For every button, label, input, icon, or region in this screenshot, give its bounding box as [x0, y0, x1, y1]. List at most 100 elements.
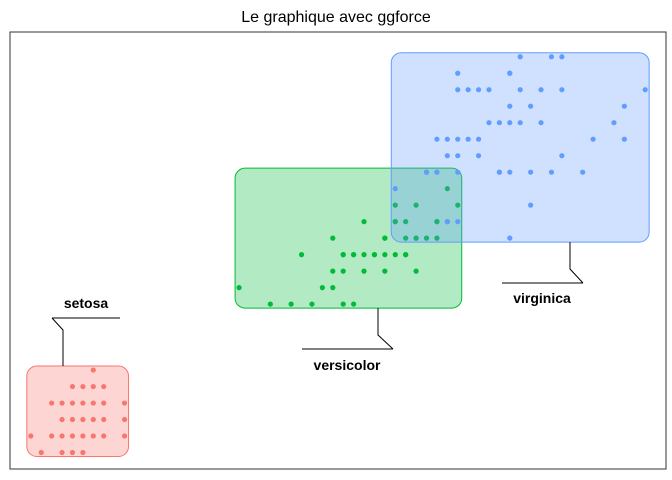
- data-point-setosa: [69, 400, 76, 406]
- groups-layer: setosa versicolor virginica: [26, 52, 650, 458]
- data-point-setosa: [80, 449, 86, 456]
- data-point-virginica: [507, 103, 513, 109]
- data-point-setosa: [28, 433, 34, 439]
- data-point-versicolor: [236, 285, 242, 291]
- group-enclosure-setosa: [26, 365, 130, 458]
- label-connector-versicolor: [377, 308, 394, 350]
- data-point-versicolor: [288, 301, 294, 307]
- data-point-virginica: [455, 136, 461, 142]
- data-point-virginica: [517, 87, 523, 93]
- data-point-virginica: [434, 169, 440, 175]
- data-point-setosa: [121, 433, 128, 439]
- plot-panel: [9, 31, 667, 470]
- data-point-versicolor: [403, 235, 409, 241]
- group-setosa: setosa: [26, 295, 130, 458]
- data-point-virginica: [455, 169, 461, 175]
- data-point-virginica: [496, 169, 502, 175]
- group-enclosure-versicolor: [234, 167, 463, 309]
- data-point-setosa: [69, 383, 76, 390]
- data-point-virginica: [621, 136, 627, 142]
- data-point-versicolor: [382, 252, 388, 258]
- data-point-versicolor: [382, 235, 388, 241]
- data-point-setosa: [80, 383, 86, 390]
- data-point-setosa: [69, 433, 76, 439]
- data-point-virginica: [621, 103, 627, 109]
- data-point-virginica: [455, 87, 461, 93]
- data-point-virginica: [465, 87, 471, 93]
- data-point-virginica: [486, 120, 492, 126]
- data-point-virginica: [548, 54, 555, 60]
- data-point-versicolor: [413, 202, 419, 208]
- data-point-setosa: [101, 383, 107, 390]
- data-point-virginica: [475, 153, 482, 159]
- data-point-versicolor: [319, 285, 325, 291]
- group-label-setosa: setosa: [64, 295, 109, 311]
- data-point-virginica: [538, 120, 544, 126]
- data-point-virginica: [548, 169, 555, 175]
- data-point-virginica: [423, 169, 430, 175]
- data-point-versicolor: [340, 252, 346, 258]
- data-point-virginica: [528, 169, 534, 175]
- data-point-setosa: [69, 416, 76, 423]
- data-point-versicolor: [434, 235, 440, 241]
- data-point-versicolor: [340, 268, 346, 274]
- data-point-virginica: [434, 136, 440, 142]
- data-point-setosa: [90, 400, 96, 406]
- data-point-versicolor: [413, 268, 419, 274]
- data-point-versicolor: [330, 268, 336, 274]
- data-point-setosa: [59, 400, 65, 406]
- data-point-versicolor: [392, 252, 398, 258]
- data-point-versicolor: [361, 268, 367, 274]
- data-point-versicolor: [309, 301, 315, 307]
- data-point-virginica: [444, 136, 450, 142]
- data-point-virginica: [465, 136, 471, 142]
- data-point-virginica: [642, 87, 648, 93]
- data-point-setosa: [80, 416, 86, 423]
- data-point-setosa: [90, 383, 96, 390]
- data-point-setosa: [59, 416, 65, 423]
- data-point-versicolor: [330, 235, 336, 241]
- data-point-virginica: [538, 87, 544, 93]
- data-point-versicolor: [361, 219, 367, 225]
- data-point-setosa: [49, 400, 55, 406]
- label-connector-setosa: [51, 317, 64, 367]
- data-point-versicolor: [403, 252, 409, 258]
- data-point-virginica: [444, 219, 450, 225]
- label-connector-virginica: [569, 242, 584, 284]
- data-point-versicolor: [444, 186, 450, 192]
- group-label-virginica: virginica: [513, 290, 571, 306]
- data-point-versicolor: [351, 301, 357, 307]
- data-point-versicolor: [340, 301, 346, 307]
- data-point-setosa: [80, 433, 86, 439]
- data-point-virginica: [475, 136, 482, 142]
- data-point-virginica: [517, 54, 523, 60]
- data-point-versicolor: [392, 202, 398, 208]
- data-point-virginica: [392, 186, 398, 192]
- data-point-versicolor: [371, 252, 378, 258]
- data-point-virginica: [507, 120, 513, 126]
- data-point-versicolor: [392, 219, 398, 225]
- data-point-virginica: [507, 169, 513, 175]
- data-point-setosa: [101, 400, 107, 406]
- data-point-virginica: [455, 219, 461, 225]
- data-point-versicolor: [413, 235, 419, 241]
- data-point-versicolor: [382, 268, 388, 274]
- data-point-virginica: [486, 87, 492, 93]
- data-point-setosa: [90, 367, 96, 373]
- data-point-setosa: [101, 433, 107, 439]
- chart-title: Le graphique avec ggforce: [241, 9, 431, 26]
- group-virginica: virginica: [390, 52, 650, 306]
- data-point-virginica: [528, 103, 534, 109]
- data-point-virginica: [528, 202, 534, 208]
- group-label-versicolor: versicolor: [314, 357, 381, 373]
- data-point-virginica: [590, 136, 596, 142]
- data-point-setosa: [59, 433, 65, 439]
- data-point-versicolor: [434, 219, 440, 225]
- data-point-virginica: [475, 87, 482, 93]
- data-point-versicolor: [298, 252, 305, 258]
- data-point-virginica: [444, 153, 450, 159]
- data-point-virginica: [507, 70, 513, 76]
- data-point-setosa: [90, 416, 96, 423]
- data-point-virginica: [517, 120, 523, 126]
